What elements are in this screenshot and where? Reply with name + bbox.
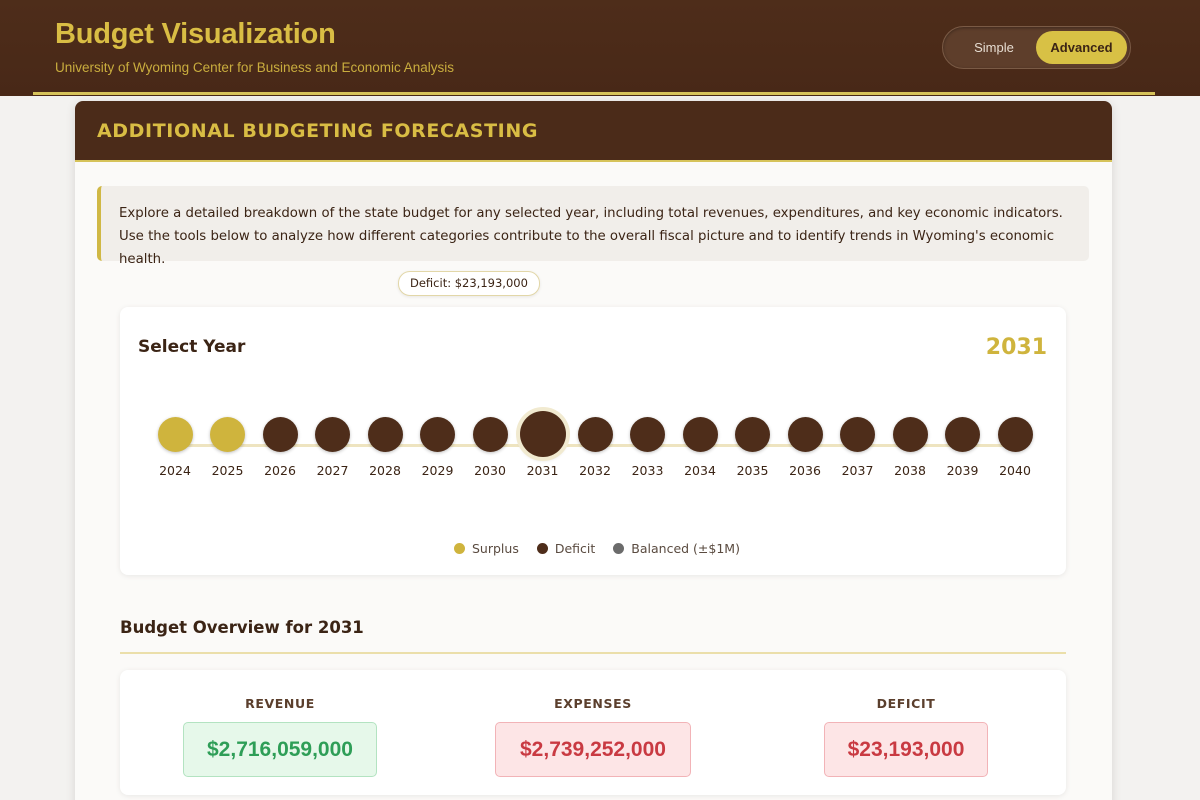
legend-item-balanced: Balanced (±$1M) — [613, 541, 740, 556]
year-selector-card: Select Year 2031 Surplus Deficit Balance… — [120, 307, 1066, 575]
legend-swatch-deficit — [536, 542, 548, 554]
year-label-2030[interactable]: 2030 — [474, 463, 506, 478]
panel-header: ADDITIONAL BUDGETING FORECASTING — [75, 101, 1112, 162]
intro-text: Explore a detailed breakdown of the stat… — [97, 186, 1089, 267]
year-label-2039[interactable]: 2039 — [946, 463, 979, 478]
year-dot-2039[interactable] — [945, 416, 980, 452]
selected-year-display: 2031 — [985, 335, 1047, 360]
overview-title: Budget Overview for 2031 — [120, 618, 364, 637]
year-label-2029[interactable]: 2029 — [421, 463, 454, 478]
header-divider — [33, 92, 1155, 95]
overview-divider — [120, 652, 1066, 654]
year-label-2027[interactable]: 2027 — [316, 463, 349, 478]
year-dot-2029[interactable] — [420, 416, 455, 452]
year-label-2032[interactable]: 2032 — [579, 463, 611, 478]
year-dot-2037[interactable] — [840, 416, 875, 452]
forecast-panel: ADDITIONAL BUDGETING FORECASTING Explore… — [75, 101, 1112, 800]
expenses-label: EXPENSES — [554, 696, 632, 711]
year-label-2028[interactable]: 2028 — [369, 463, 401, 478]
budget-overview-card: REVENUE $2,716,059,000 EXPENSES $2,739,2… — [120, 670, 1066, 795]
mode-simple-button[interactable]: Simple — [974, 40, 1014, 55]
revenue-label: REVENUE — [245, 696, 315, 711]
app-subtitle: University of Wyoming Center for Busines… — [55, 60, 455, 75]
app-header: Budget Visualization University of Wyomi… — [0, 0, 1200, 96]
year-dot-2033[interactable] — [630, 416, 665, 452]
year-label-2026[interactable]: 2026 — [264, 463, 296, 478]
legend-label-balanced: Balanced (±$1M) — [631, 540, 740, 556]
year-label-2036[interactable]: 2036 — [789, 463, 821, 478]
revenue-value: $2,716,059,000 — [183, 722, 377, 777]
mode-advanced-button[interactable]: Advanced — [1036, 31, 1127, 64]
year-label-2037[interactable]: 2037 — [841, 463, 874, 478]
legend-label-deficit: Deficit — [554, 540, 596, 556]
year-legend: Surplus Deficit Balanced (±$1M) — [454, 539, 740, 557]
year-dot-2038[interactable] — [892, 416, 928, 452]
expenses-value: $2,739,252,000 — [495, 722, 691, 777]
year-dot-2035[interactable] — [735, 416, 770, 452]
app-title: Budget Visualization — [55, 18, 336, 50]
legend-swatch-balanced — [613, 542, 625, 554]
year-dot-2031[interactable] — [519, 411, 566, 457]
legend-item-deficit: Deficit — [536, 540, 596, 556]
year-dot-2030[interactable] — [472, 416, 508, 452]
panel-title: ADDITIONAL BUDGETING FORECASTING — [97, 120, 539, 142]
year-label-2040[interactable]: 2040 — [999, 463, 1031, 478]
year-dot-2028[interactable] — [367, 416, 403, 452]
year-label-2038[interactable]: 2038 — [894, 463, 926, 478]
legend-label-surplus: Surplus — [472, 540, 519, 556]
year-label-2034[interactable]: 2034 — [684, 463, 716, 478]
year-dot-2025[interactable] — [210, 416, 245, 452]
deficit-label: DEFICIT — [876, 696, 936, 711]
year-selector-title: Select Year — [138, 337, 246, 357]
mode-toggle[interactable]: Simple Advanced — [942, 26, 1131, 69]
year-label-2031[interactable]: 2031 — [526, 463, 559, 478]
legend-swatch-surplus — [454, 542, 465, 554]
year-dot-2027[interactable] — [315, 416, 350, 452]
legend-item-surplus: Surplus — [454, 541, 519, 556]
year-dot-2032[interactable] — [577, 416, 613, 452]
year-dot-2036[interactable] — [787, 416, 823, 452]
year-dot-2040[interactable] — [997, 416, 1033, 452]
year-dot-2034[interactable] — [682, 416, 718, 452]
year-label-2024[interactable]: 2024 — [159, 463, 191, 478]
year-tooltip: Deficit: $23,193,000 — [398, 271, 540, 296]
year-label-2035[interactable]: 2035 — [736, 463, 769, 478]
year-label-2025[interactable]: 2025 — [211, 463, 244, 478]
year-dot-2026[interactable] — [262, 416, 298, 452]
deficit-value: $23,193,000 — [824, 722, 988, 777]
year-label-2033[interactable]: 2033 — [631, 463, 664, 478]
year-dot-2024[interactable] — [157, 416, 193, 452]
